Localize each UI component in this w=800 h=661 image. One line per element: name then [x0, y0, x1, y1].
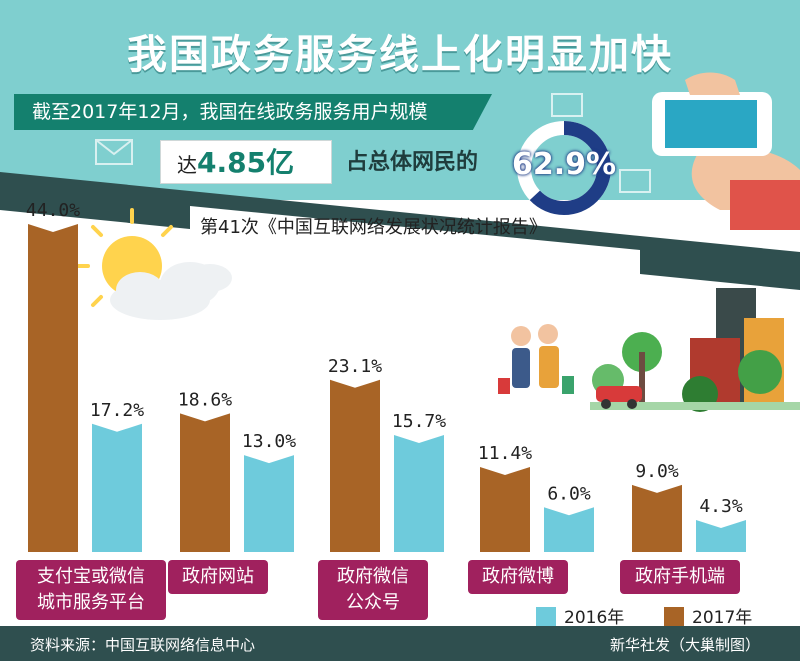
- category-label-line: 政府微信: [337, 566, 409, 587]
- page-title: 我国政务服务线上化明显加快: [127, 32, 673, 78]
- legend-label-2017: 2017年: [692, 608, 753, 628]
- category-label-1: 政府网站: [168, 560, 268, 594]
- bar-2017-1: [180, 413, 230, 552]
- bar-2016-1: [244, 455, 294, 552]
- users-prefix: 达: [177, 153, 197, 177]
- legend-2017: 2017年: [664, 603, 752, 628]
- category-label-line: 政府微博: [482, 566, 554, 587]
- smartphone-icon: [652, 72, 800, 230]
- value-label-2016-1: 13.0%: [242, 431, 296, 452]
- category-label-line: 城市服务平台: [37, 592, 145, 613]
- users-box: 达4.85亿: [160, 140, 332, 184]
- shoppers-icon: [498, 324, 574, 394]
- value-label-2017-0: 44.0%: [26, 200, 80, 221]
- value-label-2017-1: 18.6%: [178, 389, 232, 410]
- bar-2016-4: [696, 519, 746, 552]
- users-ribbon: 截至2017年12月，我国在线政务服务用户规模: [14, 94, 492, 130]
- value-label-2017-3: 11.4%: [478, 443, 532, 464]
- share-label: 占总体网民的: [346, 150, 479, 175]
- value-label-2016-0: 17.2%: [90, 400, 144, 421]
- value-label-2016-3: 6.0%: [547, 483, 591, 504]
- bar-2016-2: [394, 434, 444, 552]
- category-label-4: 政府手机端: [620, 560, 740, 594]
- value-label-2017-2: 23.1%: [328, 356, 382, 377]
- footer: [0, 626, 800, 661]
- category-label-0: 支付宝或微信 城市服务平台: [16, 560, 166, 620]
- category-label-line: 公众号: [346, 592, 400, 613]
- legend-2016: 2016年: [536, 603, 624, 628]
- donut-fill: [517, 121, 611, 215]
- ribbon-text: 截至2017年12月，我国在线政务服务用户规模: [32, 101, 428, 123]
- cloud-icon: [110, 262, 232, 320]
- credit-note: 新华社发（大巢制图）: [609, 636, 760, 654]
- bar-2017-4: [632, 484, 682, 552]
- bar-2017-2: [330, 379, 380, 552]
- bar-2016-3: [544, 507, 594, 552]
- bar-2017-0: [28, 224, 78, 552]
- category-label-3: 政府微博: [468, 560, 568, 594]
- value-label-2016-2: 15.7%: [392, 411, 446, 432]
- value-label-2017-4: 9.0%: [635, 461, 679, 482]
- share-value: 62.9%: [512, 147, 617, 182]
- car-icon: [596, 386, 642, 409]
- category-label-2: 政府微信 公众号: [318, 560, 428, 620]
- bar-2017-3: [480, 467, 530, 552]
- category-label-line: 政府网站: [182, 566, 254, 587]
- source-note: 资料来源：中国互联网络信息中心: [30, 636, 256, 654]
- legend-label-2016: 2016年: [564, 608, 625, 628]
- mail-icon: [95, 93, 651, 193]
- users-value: 4.85亿: [197, 146, 295, 179]
- value-label-2016-4: 4.3%: [699, 496, 743, 517]
- report-plate: [190, 206, 640, 282]
- category-label-line: 政府手机端: [635, 566, 725, 587]
- bar-2016-0: [92, 423, 142, 552]
- legend-swatch-2017: [664, 607, 684, 627]
- legend-swatch-2016: [536, 607, 556, 627]
- category-label-line: 支付宝或微信: [37, 566, 145, 587]
- report-title: 第41次《中国互联网络发展状况统计报告》: [200, 217, 547, 238]
- share-donut: [517, 121, 611, 215]
